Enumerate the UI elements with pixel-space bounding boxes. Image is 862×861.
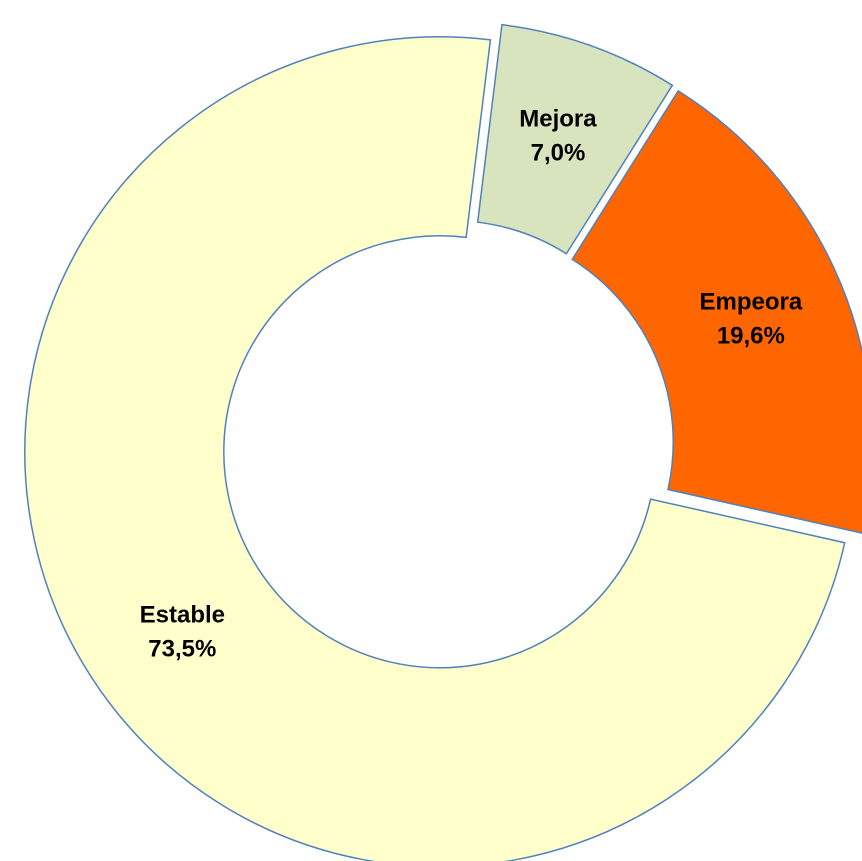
slice-label: Estable	[140, 602, 225, 629]
donut-slice	[24, 36, 846, 861]
slice-label: Mejora	[519, 105, 597, 132]
donut-slice	[571, 89, 862, 534]
slice-value-label: 19,6%	[717, 322, 785, 349]
donut-slice	[476, 23, 674, 255]
slice-label: Empeora	[700, 288, 803, 315]
slice-value-label: 7,0%	[531, 139, 586, 166]
slice-value-label: 73,5%	[148, 636, 216, 663]
